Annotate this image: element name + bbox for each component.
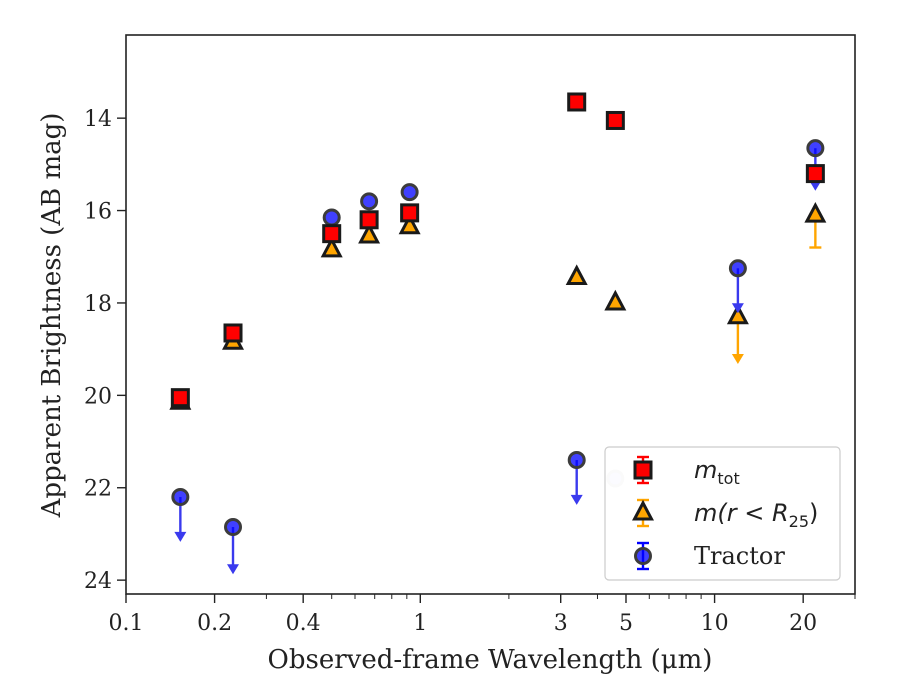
square-point bbox=[359, 210, 379, 230]
legend-box bbox=[604, 446, 841, 581]
circle-point bbox=[322, 208, 341, 227]
circle-point bbox=[400, 183, 419, 202]
square-point bbox=[400, 203, 420, 223]
legend-circle-marker bbox=[634, 547, 652, 565]
square-point bbox=[223, 323, 243, 343]
x-tick-label: 0.4 bbox=[286, 611, 321, 636]
circle-point bbox=[171, 487, 190, 506]
square-point bbox=[170, 388, 190, 408]
y-tick-label: 14 bbox=[84, 107, 112, 132]
data-marks bbox=[169, 92, 827, 575]
x-tick-label: 1 bbox=[413, 611, 427, 636]
legend-label-main: Tractor bbox=[694, 542, 785, 570]
circle-point bbox=[806, 139, 825, 158]
triangle-point bbox=[604, 289, 627, 311]
y-tick-label: 18 bbox=[84, 292, 112, 317]
legend-triangle-marker bbox=[632, 499, 654, 521]
legend-square-marker bbox=[633, 460, 653, 480]
triangle-point bbox=[804, 201, 827, 223]
square-point bbox=[322, 224, 342, 244]
x-tick-label: 20 bbox=[789, 611, 817, 636]
y-tick-label: 24 bbox=[84, 569, 112, 594]
triangle-point bbox=[398, 213, 421, 235]
legend-label-close: ) bbox=[809, 499, 818, 527]
square-point bbox=[605, 110, 625, 130]
square-point bbox=[805, 164, 825, 184]
circle-point-arrow-head bbox=[809, 180, 822, 191]
x-tick-label: 0.1 bbox=[109, 611, 144, 636]
circle-point-arrow-head bbox=[731, 303, 744, 314]
triangle-point bbox=[565, 264, 588, 286]
square-point bbox=[567, 92, 587, 112]
circle-point-arrow-head bbox=[174, 531, 187, 542]
legend-label: m(r < R25) bbox=[694, 499, 818, 531]
x-tick-label: 5 bbox=[619, 611, 633, 636]
triangle-point-arrow-head bbox=[731, 354, 744, 365]
x-tick-label: 0.2 bbox=[197, 611, 232, 636]
legend-label: Tractor bbox=[694, 542, 785, 570]
x-tick-label: 10 bbox=[701, 611, 729, 636]
x-axis: 0.1 0.2 0.4 1 3 5 10 20 bbox=[109, 594, 856, 636]
legend-label-sub: 25 bbox=[789, 512, 809, 531]
triangle-point bbox=[726, 303, 749, 325]
y-axis: 14 16 18 20 22 24 bbox=[84, 107, 126, 594]
circle-point bbox=[360, 192, 379, 211]
y-tick-label: 20 bbox=[84, 384, 112, 409]
series-square bbox=[170, 92, 825, 408]
circle-point-arrow-head bbox=[227, 564, 240, 575]
y-tick-label: 16 bbox=[84, 200, 112, 225]
y-axis-label: Apparent Brightness (AB mag) bbox=[37, 113, 67, 519]
circle-point-arrow-head bbox=[570, 494, 583, 505]
circle-point bbox=[224, 518, 243, 537]
legend-label: mtot bbox=[694, 456, 740, 488]
legend-label-main: m bbox=[694, 456, 717, 484]
series-triangle bbox=[169, 201, 827, 410]
legend-label-sub: tot bbox=[717, 469, 739, 488]
x-axis-label: Observed-frame Wavelength (μm) bbox=[268, 645, 713, 675]
triangle-point bbox=[320, 236, 343, 258]
plot-frame bbox=[125, 34, 856, 595]
triangle-point bbox=[358, 222, 381, 244]
legend: mtot m(r < R25) Tractor bbox=[604, 446, 841, 581]
legend-label-main: m(r < R bbox=[694, 499, 789, 527]
x-tick-label: 3 bbox=[554, 611, 568, 636]
circle-point bbox=[567, 451, 586, 470]
circle-point bbox=[728, 259, 747, 278]
y-tick-label: 22 bbox=[84, 477, 112, 502]
